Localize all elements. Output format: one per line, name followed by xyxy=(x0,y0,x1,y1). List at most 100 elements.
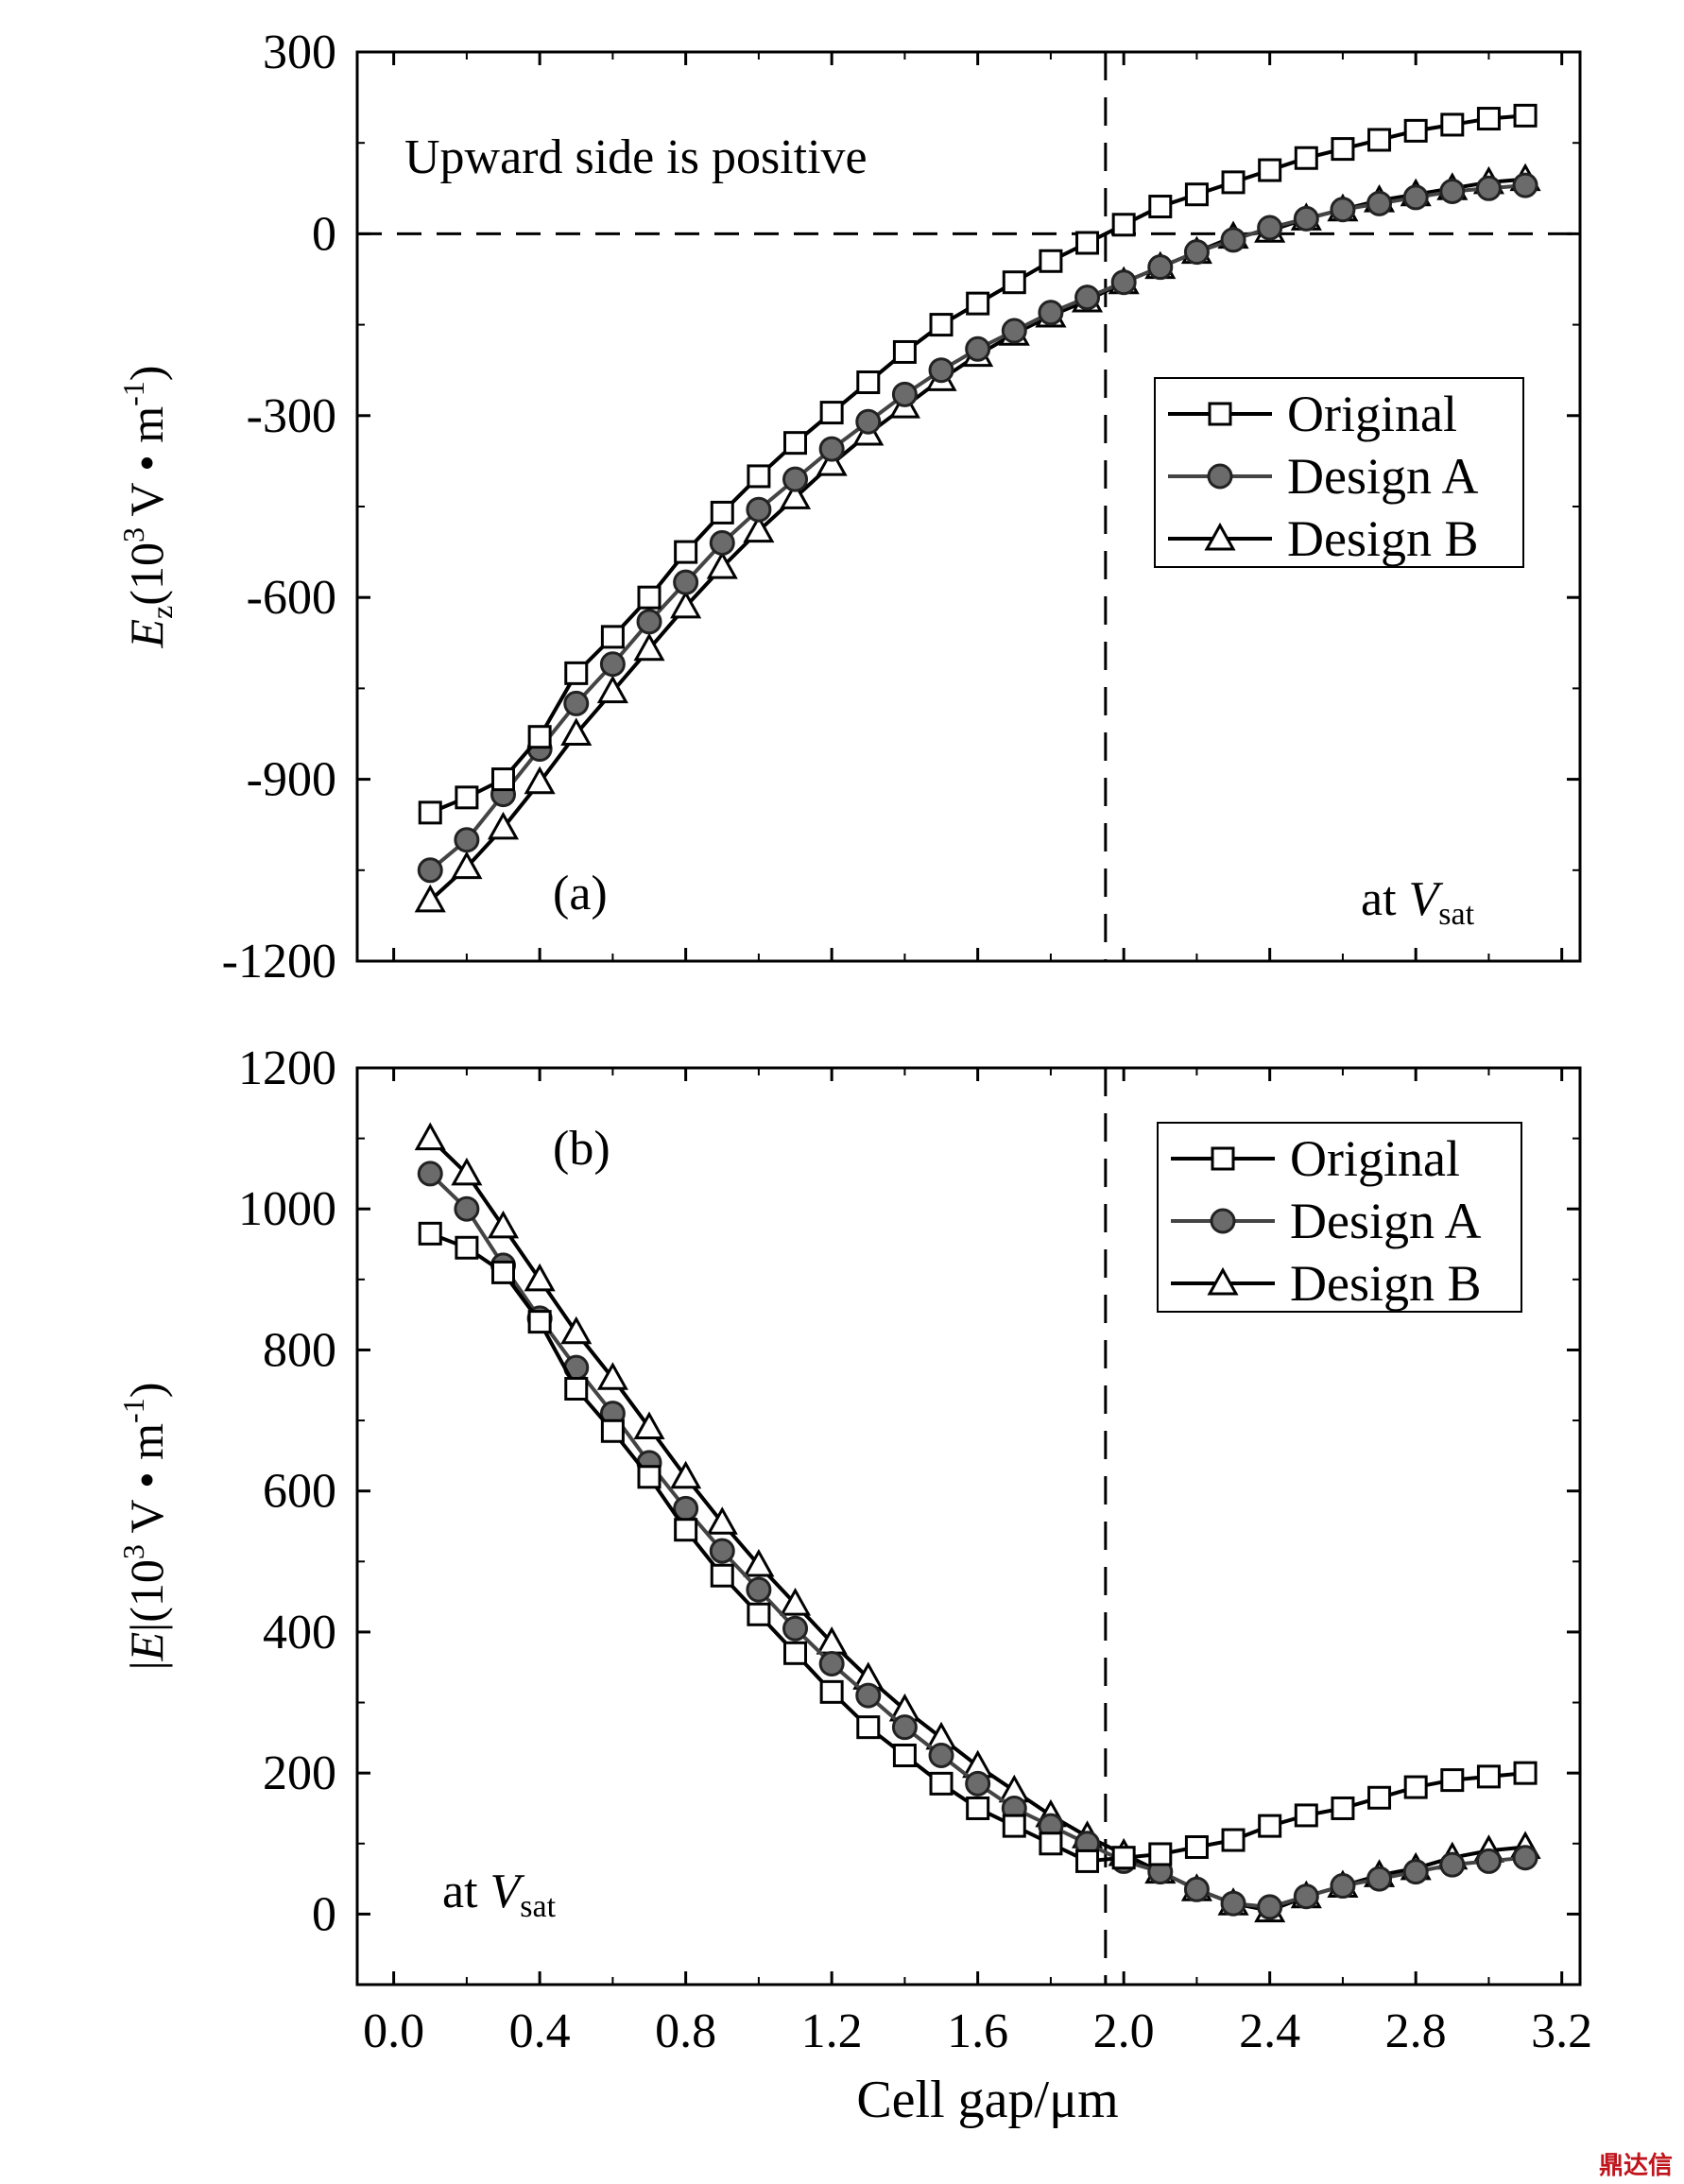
data-point-square xyxy=(710,1563,734,1588)
annotation-sub: sat xyxy=(520,1889,556,1924)
legend-label: Design A xyxy=(1287,448,1479,505)
data-point-circle xyxy=(855,1682,882,1709)
data-point-circle xyxy=(746,496,772,523)
legend-item-design-a: Design A xyxy=(1168,448,1479,505)
data-point-square xyxy=(1513,103,1538,128)
data-point-square xyxy=(929,313,954,337)
data-point-triangle xyxy=(706,1506,738,1535)
data-point-circle xyxy=(965,335,991,362)
data-point-square xyxy=(966,1796,990,1820)
data-point-circle xyxy=(1475,175,1502,201)
data-point-square xyxy=(1184,1835,1209,1859)
series-original-b xyxy=(418,1221,1538,1873)
data-point-circle xyxy=(891,1714,918,1741)
data-point-circle xyxy=(1475,1848,1502,1874)
annotation-upward-positive: Upward side is positive xyxy=(404,130,868,184)
data-point-square xyxy=(1184,182,1209,207)
data-point-square xyxy=(1403,1775,1428,1799)
x-axis-label: Cell gap/μm xyxy=(856,2071,1118,2129)
x-tick-label: 0.4 xyxy=(509,2004,571,2058)
y-tick-label-a: -600 xyxy=(247,571,336,625)
data-point-square xyxy=(1075,1849,1100,1873)
shared-x-axis: 0.0 0.4 0.8 1.2 1.6 2.0 2.4 2.8 3.2 Cell gap/μm xyxy=(363,2004,1592,2129)
ylabel-var: E xyxy=(120,619,173,649)
ylabel-var: E xyxy=(120,1632,173,1662)
ylabel-sup2: -1 xyxy=(116,381,150,406)
ylabel-close: ) xyxy=(120,1383,173,1399)
data-point-square xyxy=(1367,1785,1392,1810)
data-point-circle xyxy=(928,357,954,384)
legend-marker-triangle xyxy=(1207,1266,1239,1296)
data-point-square xyxy=(1221,170,1246,195)
data-point-triangle xyxy=(633,1411,665,1440)
data-point-square xyxy=(747,1602,771,1626)
data-point-square xyxy=(856,370,881,395)
data-point-circle xyxy=(855,408,882,435)
legend-item-design-a: Design A xyxy=(1171,1193,1482,1249)
data-point-square xyxy=(1513,1761,1538,1785)
ylabel-mid: V • m xyxy=(120,1423,173,1544)
ylabel-close: ) xyxy=(120,366,173,382)
data-point-square xyxy=(856,1715,881,1740)
annotation-sub: sat xyxy=(1438,897,1474,932)
data-point-triangle xyxy=(779,481,812,509)
y-tick-label-a: -300 xyxy=(247,389,336,443)
data-point-square xyxy=(1331,1796,1355,1820)
data-point-circle xyxy=(709,1538,735,1564)
data-point-circle xyxy=(746,1576,772,1603)
data-point-triangle xyxy=(706,551,738,579)
ylabel-open: (10 xyxy=(120,542,173,606)
data-point-square xyxy=(1039,1831,1063,1856)
data-point-triangle xyxy=(670,590,702,619)
data-point-circle xyxy=(599,651,626,678)
data-point-square xyxy=(1331,137,1355,162)
data-point-circle xyxy=(673,569,699,595)
data-point-circle xyxy=(563,690,590,716)
data-point-square xyxy=(674,540,698,564)
data-point-circle xyxy=(1147,254,1174,281)
data-point-square xyxy=(527,1310,552,1334)
plot-frame-b xyxy=(355,1066,1582,1986)
data-point-square xyxy=(892,1744,917,1767)
data-point-square xyxy=(491,767,516,792)
x-tick-label: 1.2 xyxy=(801,2004,863,2058)
x-tick-label: 0.8 xyxy=(655,2004,716,2058)
annotation-var: V xyxy=(1409,872,1444,926)
data-point-square xyxy=(710,500,734,525)
annotation-var: V xyxy=(490,1865,525,1918)
legend-item-original: Original xyxy=(1171,1130,1460,1187)
data-point-circle xyxy=(1110,269,1137,296)
data-point-square xyxy=(1294,146,1318,170)
data-point-square xyxy=(455,785,479,810)
annotation-prefix: at xyxy=(442,1865,490,1918)
data-point-circle xyxy=(1257,1894,1283,1920)
data-point-square xyxy=(1002,1814,1026,1838)
data-point-square xyxy=(819,401,844,425)
data-point-circle xyxy=(1183,239,1210,266)
ylabel-sup2: -1 xyxy=(116,1398,150,1423)
data-point-square xyxy=(1111,1846,1136,1870)
data-point-circle xyxy=(1512,172,1538,198)
data-point-circle xyxy=(818,1651,845,1677)
y-tick-label-b: 800 xyxy=(263,1323,336,1377)
data-point-circle xyxy=(454,827,480,853)
data-point-circle xyxy=(818,436,845,462)
data-point-square xyxy=(1294,1803,1318,1828)
data-point-square xyxy=(418,800,442,825)
y-tick-label-a: -1200 xyxy=(222,935,336,989)
data-point-circle xyxy=(1366,1866,1393,1892)
y-tick-label-b: 400 xyxy=(263,1606,336,1659)
data-point-square xyxy=(783,1641,808,1665)
data-point-square xyxy=(1221,1828,1246,1852)
x-tick-label: 2.0 xyxy=(1093,2004,1155,2058)
y-axis-label-b: |E|(103 V • m-1) xyxy=(116,1383,173,1671)
data-point-square xyxy=(1258,1814,1282,1838)
data-point-square xyxy=(1148,195,1173,219)
y-tick-label-b: 1000 xyxy=(238,1182,336,1236)
data-point-triangle xyxy=(633,632,665,662)
data-point-square xyxy=(1367,128,1392,152)
panel-b-chart: 1200 1000 800 600 400 200 0 Original Design A Des… xyxy=(116,1041,1582,1986)
data-point-square xyxy=(966,291,990,316)
data-point-square xyxy=(747,464,771,489)
